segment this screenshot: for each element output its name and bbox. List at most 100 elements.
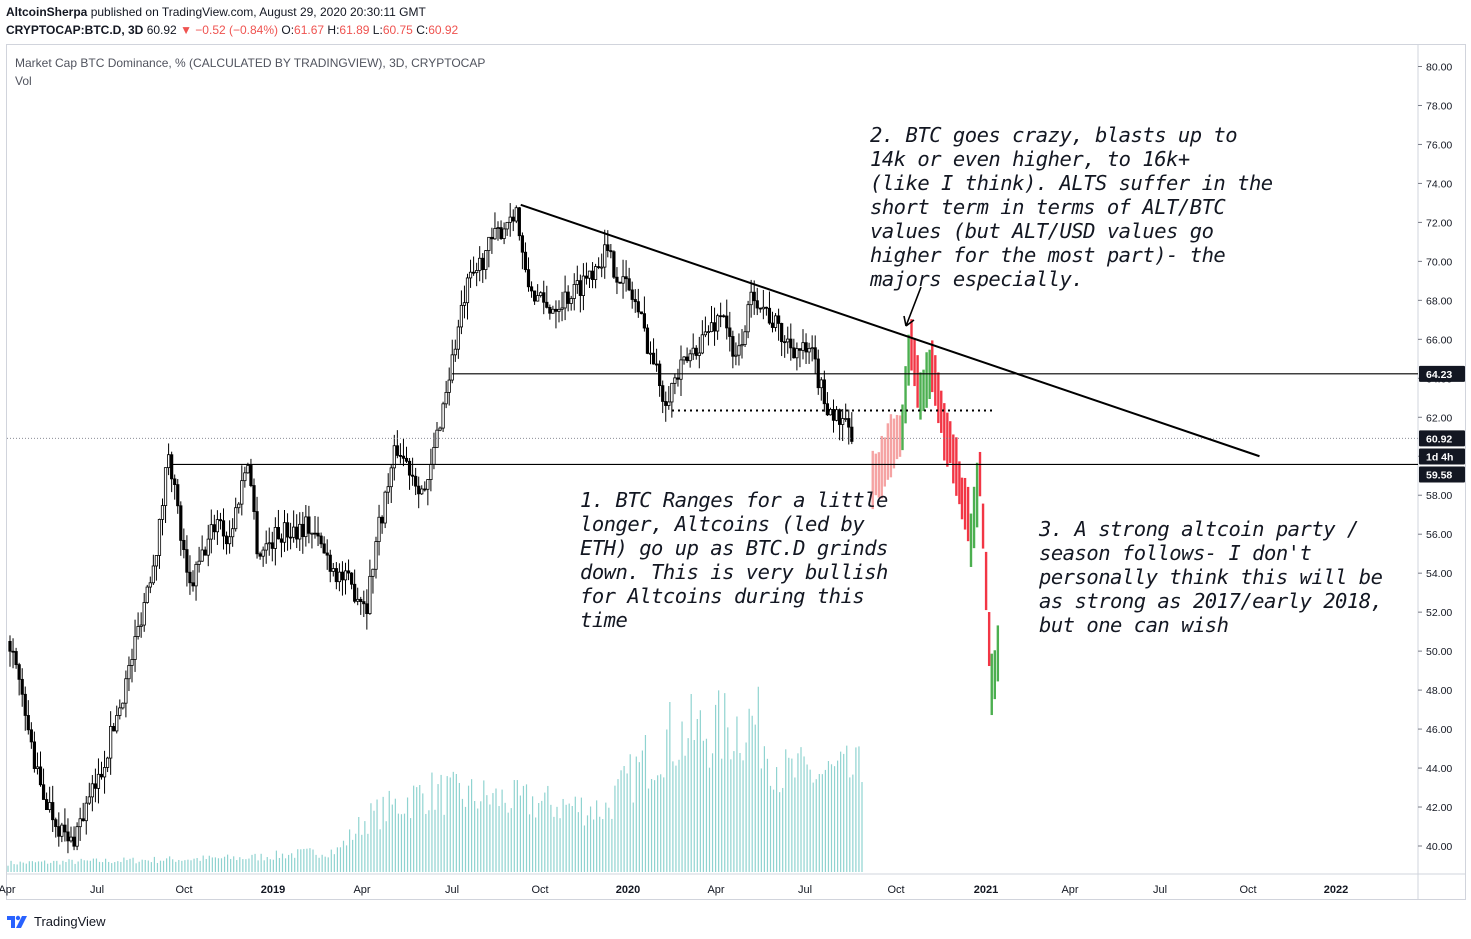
candle-body [542, 292, 546, 303]
candle-body [188, 571, 192, 584]
ohlc-c-label: C: [416, 23, 429, 37]
candle-body [215, 519, 219, 533]
candle-body [572, 284, 576, 299]
candle-body [87, 796, 91, 804]
candle-body [310, 532, 314, 535]
candle-body [392, 445, 396, 469]
candle-body [130, 659, 134, 666]
symbol-bar: CRYPTOCAP:BTC.D, 3D 60.92 ▼ −0.52 (−0.84… [6, 23, 458, 37]
price-tag-label: 60.92 [1426, 433, 1452, 445]
y-tick-label: 56.00 [1426, 529, 1452, 541]
symbol-name[interactable]: CRYPTOCAP:BTC.D, 3D [6, 23, 144, 37]
candle-body [566, 291, 570, 304]
candle-body [441, 403, 445, 429]
candle-body [569, 298, 573, 304]
candle-body [227, 536, 232, 545]
price-tag [1419, 365, 1465, 382]
last-price: 60.92 [146, 23, 177, 37]
candle-body [481, 257, 485, 271]
candle-body [801, 342, 805, 351]
candle-body [783, 341, 787, 344]
candle-body [365, 603, 369, 615]
candle-body [371, 568, 375, 577]
candle-body [807, 348, 811, 353]
candle-body [426, 479, 430, 490]
candle-body [499, 227, 503, 239]
candle-body [487, 236, 491, 252]
candle-body [38, 766, 43, 786]
candle-body [270, 542, 274, 549]
y-tick-label: 58.00 [1426, 490, 1452, 502]
candle-body [777, 315, 781, 324]
candle-body [798, 348, 802, 351]
candle-body [206, 538, 210, 556]
candle-body [380, 516, 384, 524]
candle-body [255, 511, 259, 555]
candle-body [651, 352, 656, 365]
price-chart[interactable]: 80.00 78.00 76.00 74.00 72.00 70.00 68.00 66.00… [0, 0, 1471, 910]
author-name[interactable]: AltcoinSherpa [6, 5, 88, 19]
candle-body [514, 207, 518, 222]
candle-body [737, 345, 741, 356]
candle-body [420, 488, 424, 495]
candle-body [157, 519, 162, 556]
candle-body [841, 418, 845, 425]
x-tick-label: 2021 [974, 884, 998, 896]
candle-body [523, 251, 528, 271]
annotation-note-2: 2. BTC goes crazy, blasts up to 14k or e… [870, 123, 1273, 291]
candle-body [734, 354, 738, 357]
x-tick-label: Oct [175, 884, 192, 896]
candle-body [520, 235, 525, 253]
candle-body [51, 802, 55, 821]
candle-body [453, 348, 457, 356]
y-tick-label: 50.00 [1426, 646, 1452, 658]
candle-body [834, 409, 839, 421]
candle-body [185, 549, 189, 573]
candle-body [764, 306, 769, 309]
candle-body [624, 276, 628, 280]
price-tag [1419, 430, 1465, 447]
candle-body [29, 729, 33, 743]
candle-body [288, 536, 293, 539]
candle-body [340, 571, 345, 581]
candle-body [334, 568, 338, 583]
candle-body [838, 409, 842, 425]
candle-body [96, 773, 101, 789]
price-tag-label: 59.58 [1426, 470, 1452, 482]
price-change: −0.52 (−0.84%) [195, 23, 279, 37]
candle-body [615, 276, 619, 283]
y-tick-label: 80.00 [1426, 62, 1452, 74]
trendline [520, 203, 1260, 458]
candle-body [166, 454, 171, 469]
candle-body [682, 356, 686, 361]
price-tag [1419, 448, 1465, 465]
candle-body [17, 664, 21, 680]
candle-body [536, 295, 540, 302]
y-tick-label: 66.00 [1426, 334, 1452, 346]
candle-body [740, 344, 744, 347]
candle-body [770, 322, 775, 328]
publish-info: AltcoinSherpa published on TradingView.c… [6, 5, 426, 19]
candle-body [78, 818, 82, 828]
candle-body [148, 582, 152, 588]
footer-brand[interactable]: TradingView [34, 913, 106, 929]
candle-body [831, 409, 836, 421]
candle-body [429, 463, 433, 480]
candle-body [200, 549, 204, 562]
candle-body [758, 307, 762, 310]
candle-body [719, 315, 723, 318]
candle-body [630, 289, 634, 300]
candle-body [386, 486, 390, 493]
candle-body [313, 532, 317, 535]
x-tick-label: 2019 [261, 884, 285, 896]
candle-body [395, 445, 399, 456]
candle-body [221, 520, 226, 537]
volume-label[interactable]: Vol [15, 74, 32, 88]
y-tick-label: 70.00 [1426, 256, 1452, 268]
candle-body [81, 818, 85, 822]
candle-body [115, 715, 119, 732]
x-tick-label: Oct [1239, 884, 1256, 896]
candle-body [767, 307, 772, 324]
series-title[interactable]: Market Cap BTC Dominance, % (CALCULATED … [15, 56, 486, 70]
y-tick-label: 76.00 [1426, 139, 1452, 151]
